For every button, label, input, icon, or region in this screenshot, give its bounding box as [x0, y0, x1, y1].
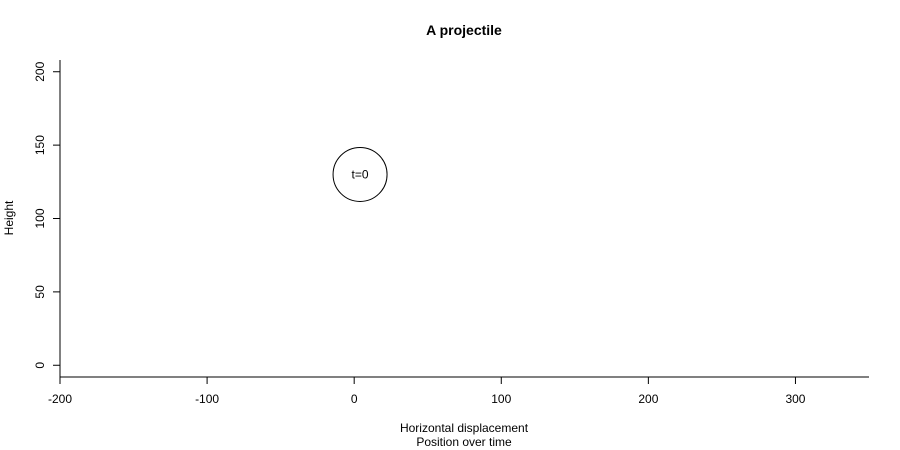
x-tick-label: 100: [491, 392, 511, 406]
x-axis-sublabel: Position over time: [416, 435, 512, 449]
x-tick-label: 200: [638, 392, 658, 406]
x-tick-label: -200: [48, 392, 72, 406]
y-tick-label: 150: [33, 135, 47, 155]
x-axis-label: Horizontal displacement: [400, 421, 529, 435]
projectile-points: t=0: [332, 146, 388, 202]
y-tick-label: 50: [33, 285, 47, 299]
projectile-marker: [332, 146, 388, 202]
x-tick-label: -100: [195, 392, 219, 406]
y-tick-label: 0: [33, 362, 47, 369]
projectile-time-label: t=0: [352, 167, 369, 181]
x-tick-label: 300: [785, 392, 805, 406]
y-axis-label: Height: [2, 200, 16, 235]
y-tick-label: 100: [33, 208, 47, 228]
chart-title: A projectile: [426, 22, 502, 38]
y-tick-label: 200: [33, 61, 47, 81]
x-tick-label: 0: [351, 392, 358, 406]
y-axis-ticks: 0 50 100 150 200: [33, 61, 60, 369]
x-axis-ticks: -200 -100 0 100 200 300: [48, 377, 806, 406]
